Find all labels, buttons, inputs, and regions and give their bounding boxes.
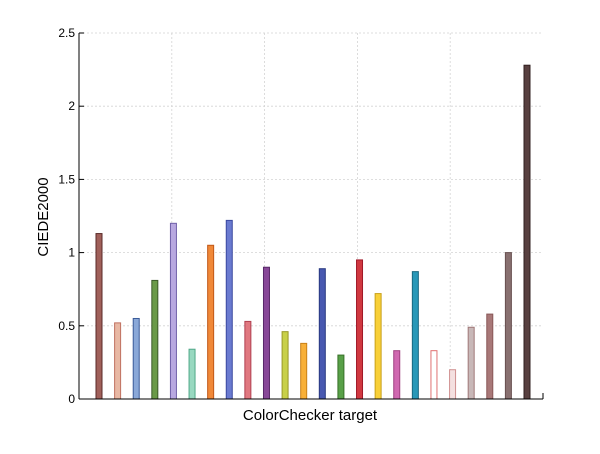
y-tick-label: 1 [68, 246, 75, 260]
bar [337, 354, 345, 400]
y-tick-labels: 0 0.5 1 1.5 2 2.5 [58, 26, 75, 406]
bar [169, 222, 177, 400]
bar [449, 369, 457, 400]
bar [281, 331, 289, 400]
bar [95, 233, 103, 400]
bar [188, 348, 196, 400]
y-tick-label: 0 [68, 392, 75, 406]
axes [78, 32, 544, 400]
bar [486, 313, 494, 400]
bar [523, 64, 531, 400]
x-axis-label: ColorChecker target [243, 407, 378, 424]
bar [225, 219, 233, 400]
bar [244, 320, 252, 400]
bar [318, 268, 326, 400]
y-tick-label: 1.5 [58, 172, 75, 186]
y-tick-label: 2.5 [58, 26, 75, 40]
bar [207, 244, 215, 400]
bars [95, 64, 531, 400]
bar [356, 259, 364, 400]
bar [262, 266, 270, 400]
bar [300, 342, 308, 400]
bar [411, 271, 419, 400]
bar [393, 350, 401, 400]
bar [467, 326, 475, 400]
y-tick-label: 2 [68, 99, 75, 113]
y-tick-label: 0.5 [58, 319, 75, 333]
bar [504, 252, 512, 400]
y-axis-label: CIEDE2000 [35, 177, 52, 256]
bar [114, 322, 122, 400]
bar [132, 317, 140, 400]
bar [151, 279, 159, 400]
bar [374, 293, 382, 400]
bar [430, 350, 438, 400]
